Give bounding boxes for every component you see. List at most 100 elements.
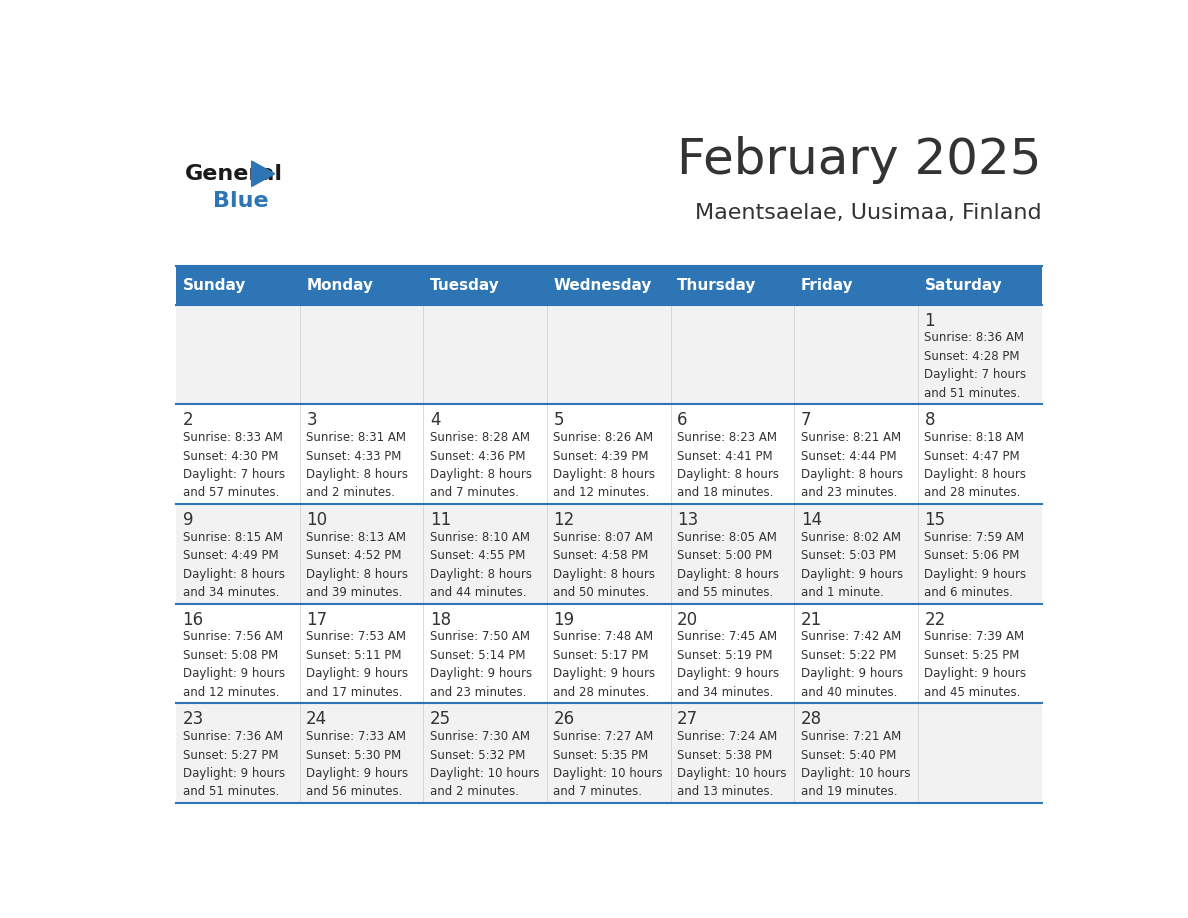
Text: and 34 minutes.: and 34 minutes. <box>677 686 773 699</box>
Bar <box>918 703 1042 803</box>
Text: Daylight: 10 hours: Daylight: 10 hours <box>430 767 539 780</box>
Bar <box>546 265 671 305</box>
Text: Sunset: 5:38 PM: Sunset: 5:38 PM <box>677 748 772 762</box>
Text: Friday: Friday <box>801 277 853 293</box>
Text: Daylight: 8 hours: Daylight: 8 hours <box>677 468 779 481</box>
Text: 22: 22 <box>924 610 946 629</box>
Text: Sunrise: 7:33 AM: Sunrise: 7:33 AM <box>307 730 406 743</box>
Text: Sunset: 4:55 PM: Sunset: 4:55 PM <box>430 549 525 562</box>
Text: Wednesday: Wednesday <box>554 277 652 293</box>
Text: Daylight: 8 hours: Daylight: 8 hours <box>430 567 532 580</box>
Text: Daylight: 10 hours: Daylight: 10 hours <box>554 767 663 780</box>
Text: Sunset: 5:25 PM: Sunset: 5:25 PM <box>924 649 1019 662</box>
Bar <box>671 404 795 504</box>
Text: Saturday: Saturday <box>924 277 1003 293</box>
Text: 2: 2 <box>183 411 194 430</box>
Text: 28: 28 <box>801 711 822 728</box>
Text: Sunset: 4:33 PM: Sunset: 4:33 PM <box>307 450 402 463</box>
Text: Sunrise: 8:15 AM: Sunrise: 8:15 AM <box>183 531 283 543</box>
Text: 6: 6 <box>677 411 688 430</box>
Text: Sunrise: 7:53 AM: Sunrise: 7:53 AM <box>307 631 406 644</box>
Text: 27: 27 <box>677 711 699 728</box>
Bar <box>423 504 546 603</box>
Text: Daylight: 9 hours: Daylight: 9 hours <box>801 667 903 680</box>
Text: 12: 12 <box>554 511 575 529</box>
Bar <box>176 305 299 404</box>
Text: Sunrise: 8:18 AM: Sunrise: 8:18 AM <box>924 431 1024 444</box>
Text: 17: 17 <box>307 610 328 629</box>
Text: 10: 10 <box>307 511 328 529</box>
Text: Sunset: 5:30 PM: Sunset: 5:30 PM <box>307 748 402 762</box>
Text: and 18 minutes.: and 18 minutes. <box>677 487 773 499</box>
Bar <box>795 504 918 603</box>
Text: Sunset: 5:14 PM: Sunset: 5:14 PM <box>430 649 525 662</box>
Text: and 7 minutes.: and 7 minutes. <box>554 786 643 799</box>
Bar <box>918 504 1042 603</box>
Text: and 23 minutes.: and 23 minutes. <box>801 487 897 499</box>
Text: Sunset: 4:39 PM: Sunset: 4:39 PM <box>554 450 649 463</box>
Bar <box>176 703 299 803</box>
Bar <box>546 504 671 603</box>
Text: Sunset: 5:11 PM: Sunset: 5:11 PM <box>307 649 402 662</box>
Bar <box>546 703 671 803</box>
Bar <box>671 703 795 803</box>
Text: Sunset: 4:30 PM: Sunset: 4:30 PM <box>183 450 278 463</box>
Text: and 7 minutes.: and 7 minutes. <box>430 487 519 499</box>
Text: and 19 minutes.: and 19 minutes. <box>801 786 897 799</box>
Text: Sunset: 5:06 PM: Sunset: 5:06 PM <box>924 549 1019 562</box>
Text: Sunday: Sunday <box>183 277 246 293</box>
Text: 13: 13 <box>677 511 699 529</box>
Bar <box>671 305 795 404</box>
Text: and 40 minutes.: and 40 minutes. <box>801 686 897 699</box>
Text: Sunset: 5:22 PM: Sunset: 5:22 PM <box>801 649 896 662</box>
Bar <box>299 504 423 603</box>
Text: Daylight: 10 hours: Daylight: 10 hours <box>801 767 910 780</box>
Text: Sunset: 5:27 PM: Sunset: 5:27 PM <box>183 748 278 762</box>
Text: Sunrise: 7:36 AM: Sunrise: 7:36 AM <box>183 730 283 743</box>
Bar <box>176 603 299 703</box>
Text: and 2 minutes.: and 2 minutes. <box>430 786 519 799</box>
Text: Sunrise: 8:21 AM: Sunrise: 8:21 AM <box>801 431 901 444</box>
Text: Sunrise: 8:36 AM: Sunrise: 8:36 AM <box>924 331 1024 344</box>
Text: Daylight: 8 hours: Daylight: 8 hours <box>430 468 532 481</box>
Bar <box>795 404 918 504</box>
Text: Sunrise: 7:42 AM: Sunrise: 7:42 AM <box>801 631 901 644</box>
Text: 11: 11 <box>430 511 451 529</box>
Bar <box>423 305 546 404</box>
Text: Daylight: 9 hours: Daylight: 9 hours <box>430 667 532 680</box>
Text: Monday: Monday <box>307 277 373 293</box>
Text: and 45 minutes.: and 45 minutes. <box>924 686 1020 699</box>
Text: 18: 18 <box>430 610 451 629</box>
Text: Daylight: 10 hours: Daylight: 10 hours <box>677 767 786 780</box>
Bar <box>918 265 1042 305</box>
Text: 16: 16 <box>183 610 203 629</box>
Text: and 12 minutes.: and 12 minutes. <box>183 686 279 699</box>
Bar <box>176 404 299 504</box>
Bar <box>299 265 423 305</box>
Bar <box>671 504 795 603</box>
Text: Daylight: 8 hours: Daylight: 8 hours <box>677 567 779 580</box>
Text: 26: 26 <box>554 711 575 728</box>
Text: 9: 9 <box>183 511 194 529</box>
Text: Sunrise: 7:27 AM: Sunrise: 7:27 AM <box>554 730 653 743</box>
Bar <box>795 603 918 703</box>
Bar <box>423 404 546 504</box>
Text: Sunrise: 8:10 AM: Sunrise: 8:10 AM <box>430 531 530 543</box>
Text: and 44 minutes.: and 44 minutes. <box>430 586 526 599</box>
Text: Daylight: 9 hours: Daylight: 9 hours <box>677 667 779 680</box>
Text: Daylight: 8 hours: Daylight: 8 hours <box>924 468 1026 481</box>
Text: Sunrise: 7:30 AM: Sunrise: 7:30 AM <box>430 730 530 743</box>
Text: Sunrise: 8:31 AM: Sunrise: 8:31 AM <box>307 431 406 444</box>
Text: Sunrise: 7:50 AM: Sunrise: 7:50 AM <box>430 631 530 644</box>
Bar <box>299 305 423 404</box>
Text: 21: 21 <box>801 610 822 629</box>
Text: 19: 19 <box>554 610 575 629</box>
Text: Sunrise: 8:23 AM: Sunrise: 8:23 AM <box>677 431 777 444</box>
Bar <box>546 603 671 703</box>
Text: Daylight: 9 hours: Daylight: 9 hours <box>801 567 903 580</box>
Text: Sunset: 4:41 PM: Sunset: 4:41 PM <box>677 450 772 463</box>
Bar <box>918 305 1042 404</box>
Text: Daylight: 9 hours: Daylight: 9 hours <box>924 567 1026 580</box>
Text: and 1 minute.: and 1 minute. <box>801 586 884 599</box>
Polygon shape <box>252 161 274 186</box>
